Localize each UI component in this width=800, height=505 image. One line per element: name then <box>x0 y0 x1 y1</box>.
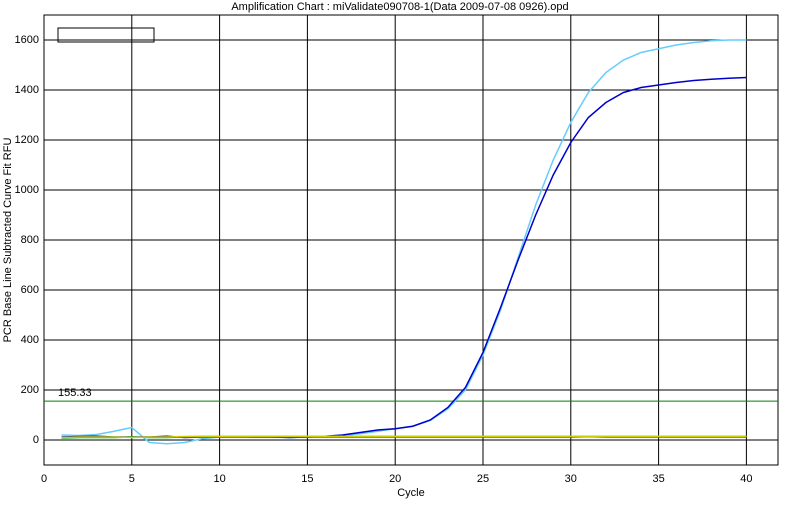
data-line <box>61 435 747 439</box>
x-tick-label: 15 <box>301 473 313 485</box>
plot-frame <box>43 14 779 466</box>
threshold-label: 155.33 <box>58 387 92 399</box>
y-tick-label: 200 <box>21 384 39 396</box>
y-axis-label: PCR Base Line Subtracted Curve Fit RFU <box>2 138 14 343</box>
x-tick-label: 20 <box>389 473 401 485</box>
x-tick-label: 5 <box>129 473 135 485</box>
y-tick-label: 1400 <box>15 84 39 96</box>
data-line <box>61 76 747 439</box>
x-tick-label: 10 <box>213 473 225 485</box>
y-tick-label: 1200 <box>15 134 39 146</box>
y-tick-label: 0 <box>33 434 39 446</box>
y-tick-label: 1600 <box>15 34 39 46</box>
y-tick-label: 600 <box>21 284 39 296</box>
x-tick-label: 40 <box>740 473 752 485</box>
y-tick-label: 400 <box>21 334 39 346</box>
x-axis-label: Cycle <box>397 487 425 499</box>
x-tick-label: 30 <box>565 473 577 485</box>
x-tick-label: 25 <box>477 473 489 485</box>
legend-box <box>57 27 155 43</box>
y-tick-label: 800 <box>21 234 39 246</box>
x-tick-label: 0 <box>41 473 47 485</box>
data-line <box>61 39 747 445</box>
y-tick-label: 1000 <box>15 184 39 196</box>
chart-title: Amplification Chart : miValidate090708-1… <box>231 1 568 13</box>
x-tick-label: 35 <box>652 473 664 485</box>
